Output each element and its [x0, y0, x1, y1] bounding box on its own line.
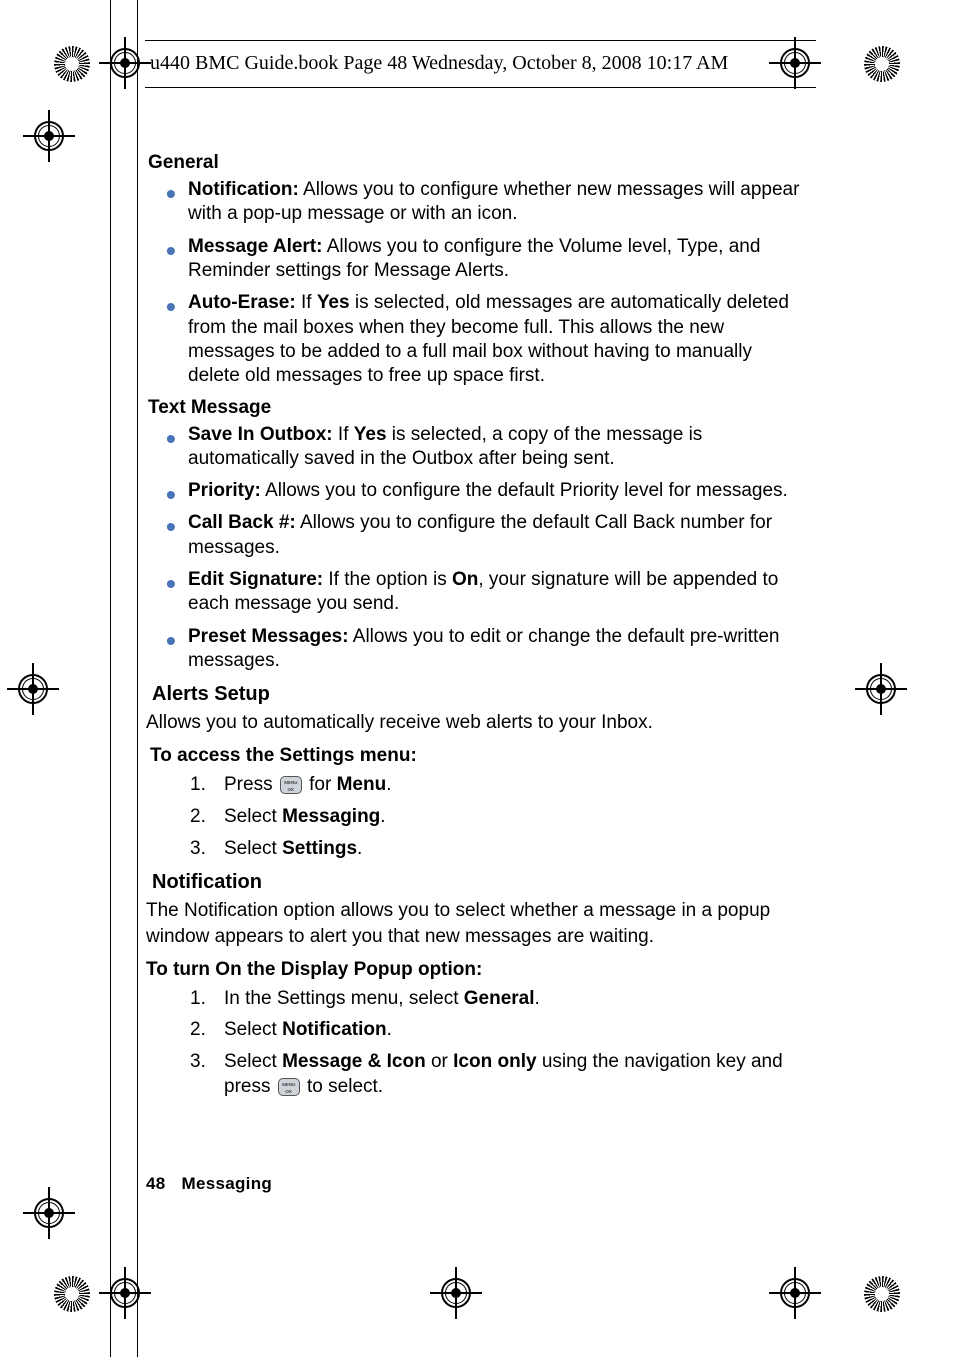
page-footer: 48 Messaging [146, 1174, 272, 1194]
crosshair-icon [435, 1272, 477, 1314]
reg-mark-icon [54, 1276, 90, 1312]
ok-key-icon [280, 776, 302, 794]
list-item: Notification: Allows you to configure wh… [188, 178, 806, 227]
step-item: Select Messaging. [224, 805, 806, 830]
alerts-setup-body: Allows you to automatically receive web … [146, 710, 806, 735]
reg-mark-icon [864, 1276, 900, 1312]
display-popup-steps: In the Settings menu, select General. Se… [146, 987, 806, 1100]
general-list: Notification: Allows you to configure wh… [146, 178, 806, 389]
crosshair-icon [28, 1192, 70, 1234]
reg-mark-icon [54, 46, 90, 82]
notification-body: The Notification option allows you to se… [146, 898, 806, 948]
list-item: Priority: Allows you to configure the de… [188, 479, 806, 503]
ok-key-icon [278, 1078, 300, 1096]
list-item: Message Alert: Allows you to configure t… [188, 235, 806, 284]
access-settings-steps: Press for Menu. Select Messaging. Select… [146, 773, 806, 861]
crosshair-icon [860, 668, 902, 710]
crosshair-icon [12, 668, 54, 710]
list-item: Call Back #: Allows you to configure the… [188, 511, 806, 560]
text-message-list: Save In Outbox: If Yes is selected, a co… [146, 423, 806, 674]
list-item: Edit Signature: If the option is On, you… [188, 568, 806, 617]
page-number: 48 [146, 1174, 166, 1193]
crosshair-icon [774, 1272, 816, 1314]
list-item: Auto-Erase: If Yes is selected, old mess… [188, 291, 806, 388]
page-content: General Notification: Allows you to conf… [146, 150, 806, 1106]
doc-header: u440 BMC Guide.book Page 48 Wednesday, O… [110, 40, 894, 90]
heading-general: General [148, 152, 806, 174]
footer-section: Messaging [182, 1174, 273, 1193]
heading-access-settings: To access the Settings menu: [150, 745, 806, 767]
list-item: Save In Outbox: If Yes is selected, a co… [188, 423, 806, 472]
heading-display-popup: To turn On the Display Popup option: [146, 959, 806, 981]
list-item: Preset Messages: Allows you to edit or c… [188, 625, 806, 674]
crosshair-icon [104, 1272, 146, 1314]
step-item: Select Notification. [224, 1018, 806, 1043]
step-item: Select Message & Icon or Icon only using… [224, 1050, 806, 1099]
heading-notification: Notification [152, 871, 806, 894]
step-item: Press for Menu. [224, 773, 806, 798]
step-item: In the Settings menu, select General. [224, 987, 806, 1012]
crosshair-icon [28, 115, 70, 157]
heading-alerts-setup: Alerts Setup [152, 683, 806, 706]
step-item: Select Settings. [224, 837, 806, 862]
heading-text-message: Text Message [148, 397, 806, 419]
doc-header-text: u440 BMC Guide.book Page 48 Wednesday, O… [150, 52, 728, 75]
